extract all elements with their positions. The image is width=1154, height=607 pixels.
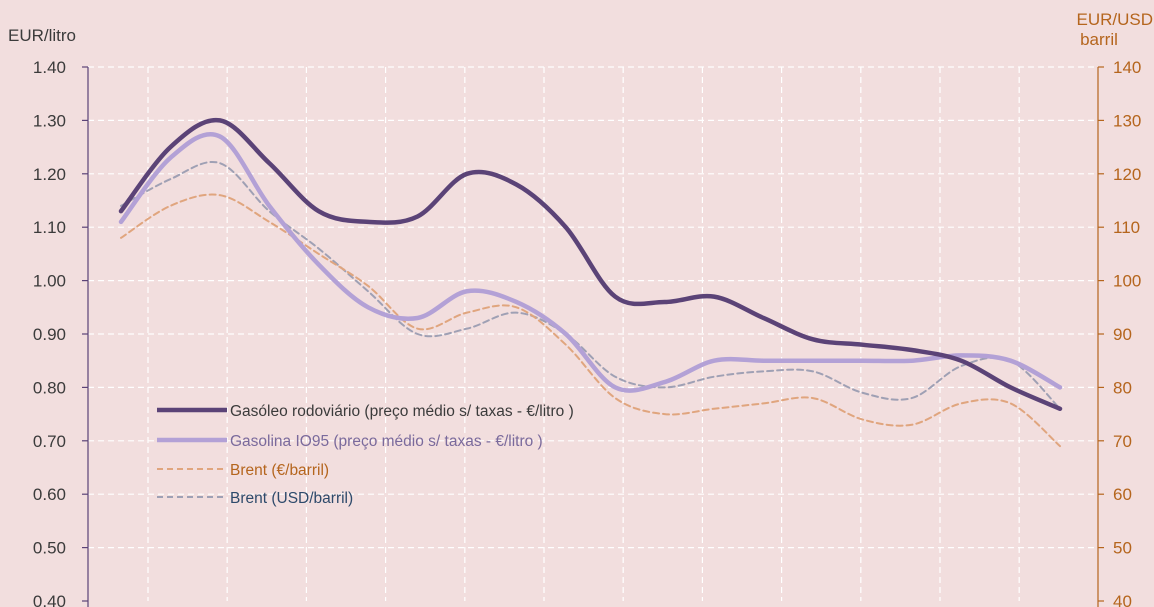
- right-axis-title-line1: EUR/USD: [1076, 10, 1153, 29]
- left-tick-label: 1.20: [33, 165, 66, 184]
- legend-label-1: Gasolina IO95 (preço médio s/ taxas - €/…: [230, 433, 543, 450]
- series-line-3: [120, 160, 1061, 410]
- series-line-1: [118, 132, 1063, 393]
- left-tick-label: 1.10: [33, 218, 66, 237]
- right-tick-label: 140: [1113, 58, 1141, 77]
- right-tick-label: 60: [1113, 485, 1132, 504]
- left-tick-label: 0.80: [33, 378, 66, 397]
- right-tick-label: 50: [1113, 539, 1132, 558]
- right-tick-label: 90: [1113, 325, 1132, 344]
- legend-label-2: Brent (€/barril): [230, 462, 329, 479]
- series-layer: [118, 117, 1063, 448]
- right-axis-ticks: 40 50 60 70 80 90 100 110 120 130 140: [1098, 58, 1141, 607]
- right-tick-label: 120: [1113, 165, 1141, 184]
- legend-label-0: Gasóleo rodoviário (preço médio s/ taxas…: [230, 403, 574, 420]
- left-tick-label: 0.50: [33, 539, 66, 558]
- legend-label-3: Brent (USD/barril): [230, 490, 353, 507]
- right-tick-label: 130: [1113, 111, 1141, 130]
- right-tick-label: 80: [1113, 378, 1132, 397]
- vertical-gridlines: [147, 67, 1020, 601]
- left-tick-label: 0.90: [33, 325, 66, 344]
- right-axis-title-line2: barril: [1080, 30, 1118, 49]
- series-line-0: [118, 117, 1063, 412]
- legend: Gasóleo rodoviário (preço médio s/ taxas…: [157, 403, 574, 507]
- left-tick-label: 0.60: [33, 485, 66, 504]
- right-tick-label: 40: [1113, 592, 1132, 607]
- right-tick-label: 110: [1113, 218, 1140, 237]
- left-tick-label: 1.30: [33, 111, 66, 130]
- right-tick-label: 70: [1113, 432, 1132, 451]
- left-tick-label: 1.00: [33, 272, 66, 291]
- left-tick-label: 0.40: [33, 592, 66, 607]
- left-axis-ticks: 0.40 0.50 0.60 0.70 0.80 0.90 1.00 1.10 1.20 1.30…: [33, 58, 88, 607]
- left-tick-label: 0.70: [33, 432, 66, 451]
- axes: [87, 67, 1099, 607]
- series-line-2: [120, 193, 1061, 448]
- right-tick-label: 100: [1113, 272, 1141, 291]
- left-tick-label: 1.40: [33, 58, 66, 77]
- left-axis-title: EUR/litro: [8, 26, 76, 45]
